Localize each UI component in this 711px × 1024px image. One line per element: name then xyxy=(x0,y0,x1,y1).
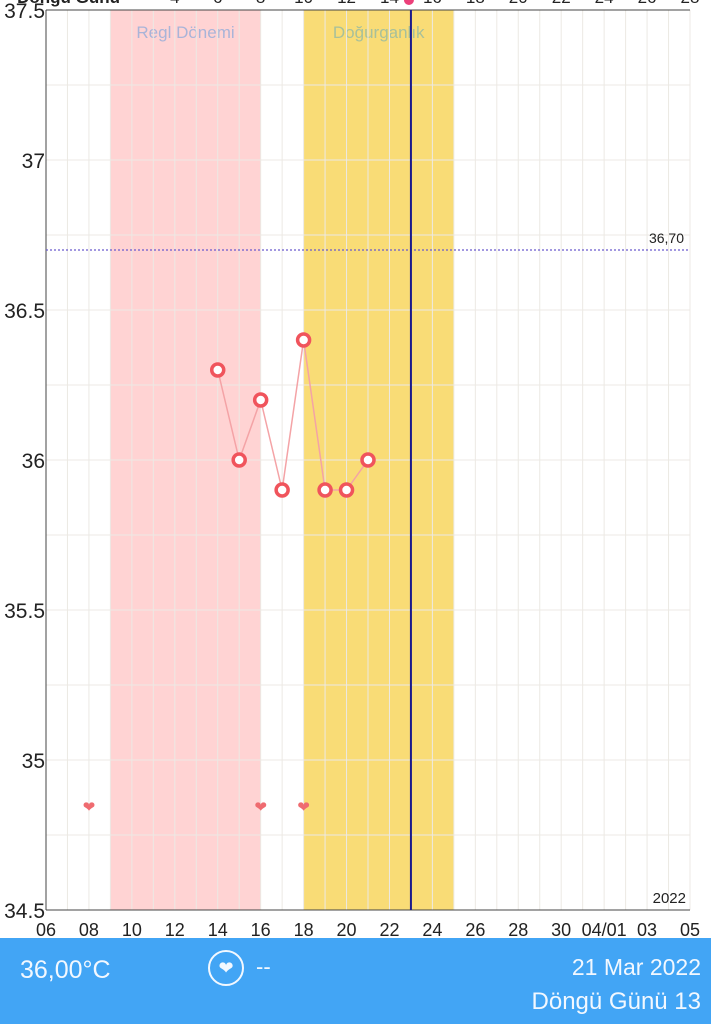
y-tick-label: 36.5 xyxy=(4,300,45,323)
bottom-info-bar: 36,00°C ❤ -- 21 Mar 2022 Döngü Günü 13 xyxy=(0,938,711,1024)
x-tick-label: 16 xyxy=(251,920,271,938)
top-tick-label: 24 xyxy=(595,0,614,7)
temperature-point xyxy=(295,332,312,348)
x-tick-label: 05 xyxy=(680,920,700,938)
top-tick-label: 26 xyxy=(638,0,657,7)
temperature-value: 36,00°C xyxy=(20,956,111,984)
top-axis-label: Döngü Günü xyxy=(17,0,120,7)
band-label: Doğurganlık xyxy=(333,23,425,42)
x-tick-label: 24 xyxy=(422,920,442,938)
y-tick-label: 35 xyxy=(22,750,45,773)
heart-icon[interactable]: ❤ xyxy=(208,950,244,986)
y-tick-label: 36 xyxy=(22,450,45,473)
temperature-point xyxy=(360,452,376,468)
heart-marker-icon: ❤ xyxy=(83,798,96,816)
selected-date: 21 Mar 2022 xyxy=(571,954,701,980)
top-tick-label: 16 xyxy=(423,0,442,7)
top-tick-label: 20 xyxy=(509,0,528,7)
top-tick-label: 10 xyxy=(294,0,313,7)
top-tick-label: 8 xyxy=(256,0,265,7)
top-tick-label: 12 xyxy=(337,0,356,7)
temperature-point xyxy=(231,452,247,468)
top-tick-label: 18 xyxy=(466,0,485,7)
y-tick-label: 37.5 xyxy=(4,0,45,23)
temperature-point xyxy=(209,362,226,378)
top-tick-label: 6 xyxy=(213,0,222,7)
x-tick-label: 10 xyxy=(122,920,142,938)
x-tick-label: 18 xyxy=(294,920,314,938)
x-tick-label: 14 xyxy=(208,920,228,938)
temperature-chart[interactable]: Regl Dönemi Doğurganlık 34.5 35 35.5 36 36.5 37… xyxy=(0,0,711,938)
x-tick-label: 04/01 xyxy=(582,920,627,938)
x-tick-label: 28 xyxy=(508,920,528,938)
x-tick-label: 30 xyxy=(551,920,571,938)
current-day-marker xyxy=(403,0,414,5)
y-tick-label: 37 xyxy=(22,150,45,173)
x-tick-label: 12 xyxy=(165,920,185,938)
x-tick-label: 08 xyxy=(79,920,99,938)
temperature-point xyxy=(274,482,290,498)
top-tick-label: 4 xyxy=(170,0,179,7)
top-tick-label: 22 xyxy=(552,0,571,7)
cycle-day: Döngü Günü 13 xyxy=(531,988,701,1015)
x-tick-label: 26 xyxy=(465,920,485,938)
top-tick-label: 14 xyxy=(380,0,399,7)
y-tick-label: 34.5 xyxy=(4,900,45,923)
x-tick-label: 03 xyxy=(637,920,657,938)
year-label: 2022 xyxy=(653,890,686,907)
intercourse-value: -- xyxy=(256,954,271,979)
heart-marker-icon: ❤ xyxy=(297,798,310,816)
x-tick-label: 22 xyxy=(379,920,399,938)
heart-marker-icon: ❤ xyxy=(254,798,267,816)
temperature-point xyxy=(317,482,333,498)
temperature-point xyxy=(338,482,355,498)
top-tick-label: 28 xyxy=(681,0,700,7)
temperature-point xyxy=(252,392,269,408)
x-tick-label: 20 xyxy=(337,920,357,938)
x-tick-label: 06 xyxy=(36,920,56,938)
band-label: Regl Dönemi xyxy=(136,23,234,42)
threshold-label: 36,70 xyxy=(649,230,684,246)
y-tick-label: 35.5 xyxy=(4,600,45,623)
